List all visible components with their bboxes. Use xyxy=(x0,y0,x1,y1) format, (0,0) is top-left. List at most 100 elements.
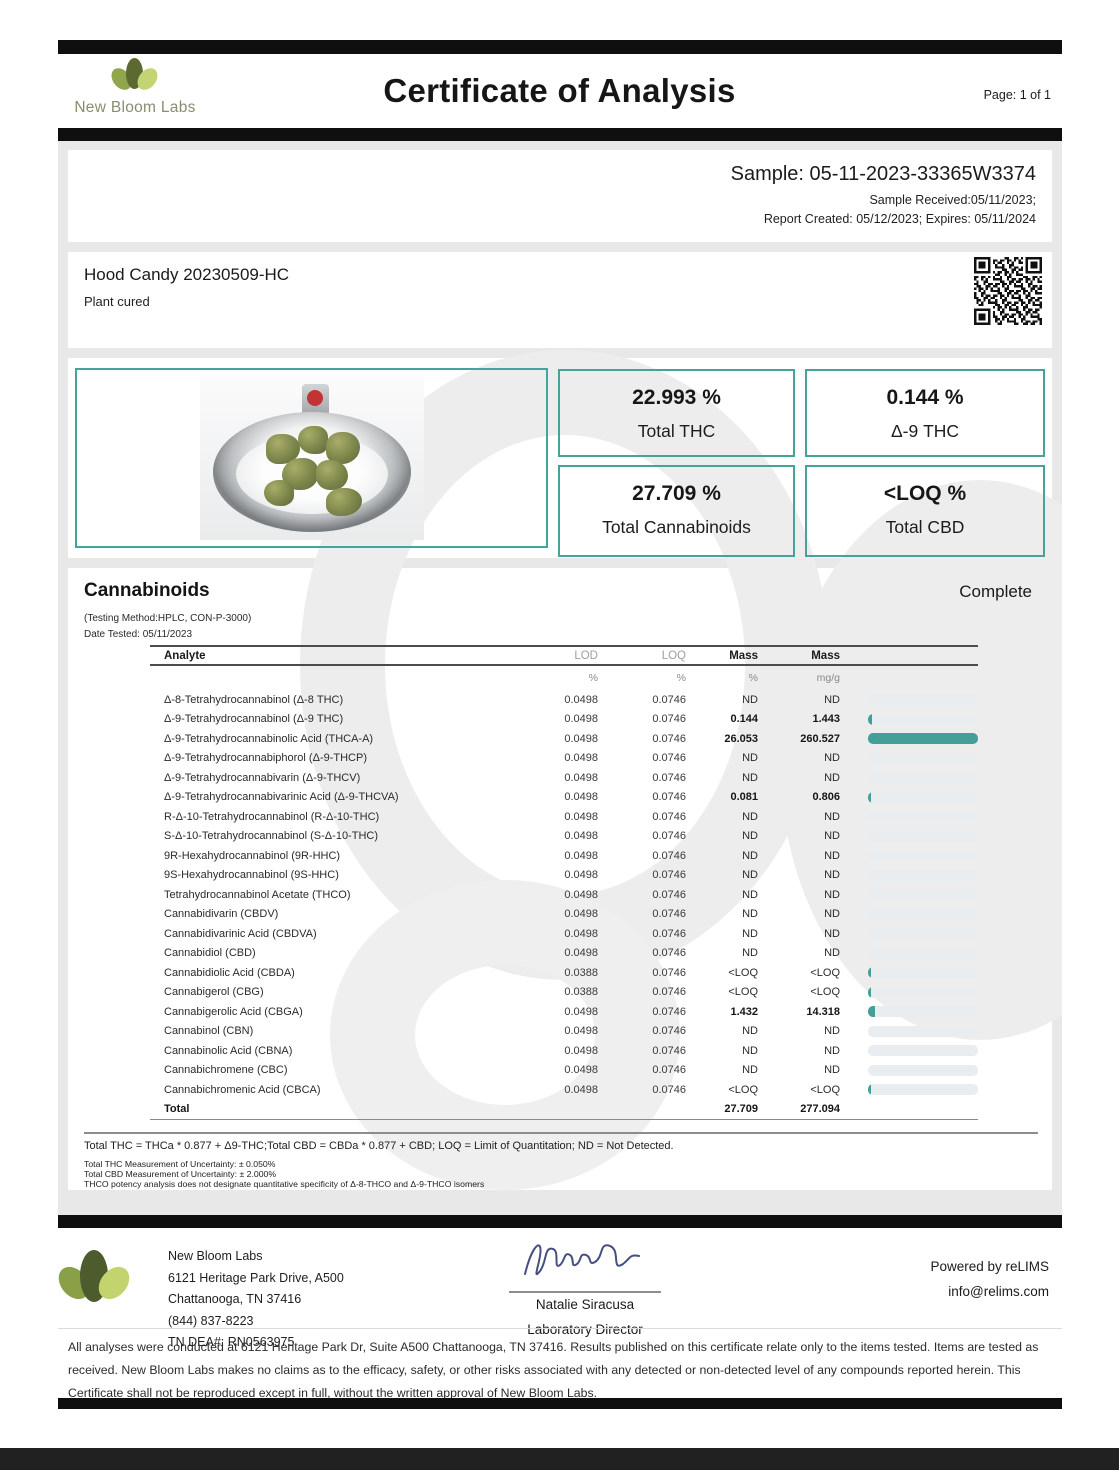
table-cell: 0.0498 xyxy=(564,791,598,804)
lab-name-line: New Bloom Labs xyxy=(168,1249,263,1263)
footnote-divider xyxy=(84,1132,1038,1134)
page-number: Page: 1 of 1 xyxy=(983,88,1051,102)
table-cell: 0.0498 xyxy=(564,927,598,940)
mass-bar xyxy=(840,1084,978,1096)
table-cell: ND xyxy=(742,849,758,862)
mass-bar xyxy=(840,1025,978,1037)
table-cell: 0.0746 xyxy=(652,986,686,999)
table-cell: ND xyxy=(824,771,840,784)
mass-bar xyxy=(840,986,978,998)
table-cell: Cannabichromenic Acid (CBCA) xyxy=(164,1083,321,1096)
table-cell: 9R-Hexahydrocannabinol (9R-HHC) xyxy=(164,849,341,862)
mass-bar xyxy=(840,967,978,979)
col-loq: LOQ xyxy=(661,649,686,662)
table-cell: ND xyxy=(824,849,840,862)
mass-bar xyxy=(840,908,978,920)
table-row: 9S-Hexahydrocannabinol (9S-HHC) 0.0498 0.0… xyxy=(150,866,978,886)
cannabinoids-table: Analyte LOD LOQ Mass Mass % % % mg/g Δ-8… xyxy=(150,645,978,1120)
table-row: 9R-Hexahydrocannabinol (9R-HHC) 0.0498 0.0… xyxy=(150,846,978,866)
table-cell: ND xyxy=(742,810,758,823)
table-cell: 0.0746 xyxy=(652,869,686,882)
top-rule-bar xyxy=(58,40,1062,54)
sample-photo xyxy=(199,376,424,540)
total-thc-box: 22.993 % Total THC xyxy=(558,369,795,457)
table-cell: 0.0388 xyxy=(564,986,598,999)
qr-code xyxy=(974,257,1042,325)
product-name: Hood Candy 20230509-HC xyxy=(84,265,290,284)
table-row: Cannabinolic Acid (CBNA) 0.0498 0.0746 ND ND xyxy=(150,1041,978,1061)
testing-method: (Testing Method:HPLC, CON-P-3000) xyxy=(84,613,252,624)
signature-block: Natalie Siracusa Laboratory Director xyxy=(470,1234,700,1337)
signer-name: Natalie Siracusa xyxy=(535,1297,635,1312)
table-cell: 0.0498 xyxy=(564,830,598,843)
table-row: Cannabigerol (CBG) 0.0388 0.0746 <LOQ <LOQ xyxy=(150,983,978,1003)
table-cell: Cannabigerol (CBG) xyxy=(164,986,264,999)
bloom-leaf-icon xyxy=(52,1250,136,1308)
table-cell: Cannabidivarin (CBDV) xyxy=(164,908,279,921)
table-cell: ND xyxy=(742,947,758,960)
table-cell: 0.0498 xyxy=(564,908,598,921)
table-cell: 0.0498 xyxy=(564,869,598,882)
table-row: Cannabigerolic Acid (CBGA) 0.0498 0.0746 1.… xyxy=(150,1002,978,1022)
table-row: Δ-9-Tetrahydrocannabiphorol (Δ-9-THCP) 0.… xyxy=(150,749,978,769)
delta9-thc-label: Δ-9 THC xyxy=(890,421,960,441)
lab-city: Chattanooga, TN 37416 xyxy=(168,1292,302,1306)
total-cannabinoids-box: 27.709 % Total Cannabinoids xyxy=(558,465,795,557)
table-cell: Δ-9-Tetrahydrocannabinol (Δ-9 THC) xyxy=(164,713,344,726)
mass-bar xyxy=(840,947,978,959)
table-cell: 1.432 xyxy=(730,1005,758,1018)
table-cell: 0.0498 xyxy=(564,771,598,784)
table-cell: Δ-8-Tetrahydrocannabinol (Δ-8 THC) xyxy=(164,693,344,706)
table-cell: ND xyxy=(742,693,758,706)
product-type: Plant cured xyxy=(84,294,150,309)
table-row: Cannabidivarinic Acid (CBDVA) 0.0498 0.074… xyxy=(150,924,978,944)
table-cell: Δ-9-Tetrahydrocannabivarin (Δ-9-THCV) xyxy=(164,771,361,784)
sample-received: Sample Received:05/11/2023; xyxy=(869,193,1036,207)
table-row: Cannabichromene (CBC) 0.0498 0.0746 ND ND xyxy=(150,1061,978,1081)
table-cell: 0.0498 xyxy=(564,713,598,726)
table-row: R-Δ-10-Tetrahydrocannabinol (R-Δ-10-THC)… xyxy=(150,807,978,827)
table-cell: ND xyxy=(742,830,758,843)
table-cell: 0.0498 xyxy=(564,1044,598,1057)
total-thc-value: 22.993 % xyxy=(632,386,721,409)
sample-info-panel: Sample: 05-11-2023-33365W3374 Sample Rec… xyxy=(68,150,1052,242)
date-tested: Date Tested: 05/11/2023 xyxy=(84,629,193,640)
table-row: Cannabidiolic Acid (CBDA) 0.0388 0.0746 <LO… xyxy=(150,963,978,983)
table-cell: Δ-9-Tetrahydrocannabivarinic Acid (Δ-9-T… xyxy=(164,791,399,804)
table-cell: 0.0498 xyxy=(564,732,598,745)
cannabinoids-panel: Cannabinoids Complete (Testing Method:HP… xyxy=(68,568,1052,1190)
delta9-thc-value: 0.144 % xyxy=(886,386,964,409)
table-cell: ND xyxy=(824,1044,840,1057)
table-cell: 0.0498 xyxy=(564,888,598,901)
viewport-bottom-strip xyxy=(0,1448,1119,1470)
col-mass-pct: Mass xyxy=(729,649,758,662)
table-cell: 0.0498 xyxy=(564,1025,598,1038)
table-cell: 0.0498 xyxy=(564,947,598,960)
signature-image xyxy=(524,1244,640,1276)
table-cell: ND xyxy=(824,830,840,843)
lab-phone: (844) 837-8223 xyxy=(168,1313,254,1328)
col-analyte: Analyte xyxy=(164,649,206,662)
uncertainty-notes: Total THC Measurement of Uncertainty: ± … xyxy=(84,1159,485,1189)
table-cell: 0.806 xyxy=(812,791,840,804)
table-row: Cannabidivarin (CBDV) 0.0498 0.0746 ND ND xyxy=(150,905,978,925)
table-cell: ND xyxy=(824,693,840,706)
mass-bar xyxy=(840,733,978,745)
mass-bar xyxy=(840,713,978,725)
signer-title: Laboratory Director xyxy=(527,1322,643,1337)
disclaimer-text: All analyses were conducted at 6121 Heri… xyxy=(68,1340,1039,1400)
table-row: Cannabidiol (CBD) 0.0498 0.0746 ND ND xyxy=(150,944,978,964)
cannabis-bud xyxy=(297,426,328,454)
table-cell: ND xyxy=(742,1025,758,1038)
table-cell: 260.527 xyxy=(800,732,840,745)
table-cell: 0.0746 xyxy=(652,1005,686,1018)
table-row: Cannabichromenic Acid (CBCA) 0.0498 0.0746… xyxy=(150,1080,978,1100)
disclaimer-divider xyxy=(58,1328,1062,1329)
table-cell: 0.0746 xyxy=(652,713,686,726)
table-header-row: Analyte LOD LOQ Mass Mass xyxy=(150,645,978,666)
calculation-footnote: Total THC = THCa * 0.877 + Δ9-THC;Total … xyxy=(84,1140,674,1152)
report-dates: Report Created: 05/12/2023; Expires: 05/… xyxy=(763,212,1036,226)
table-cell: 0.0746 xyxy=(652,1044,686,1057)
table-cell: ND xyxy=(824,927,840,940)
lab-address-block: New Bloom Labs 6121 Heritage Park Drive,… xyxy=(168,1246,344,1354)
